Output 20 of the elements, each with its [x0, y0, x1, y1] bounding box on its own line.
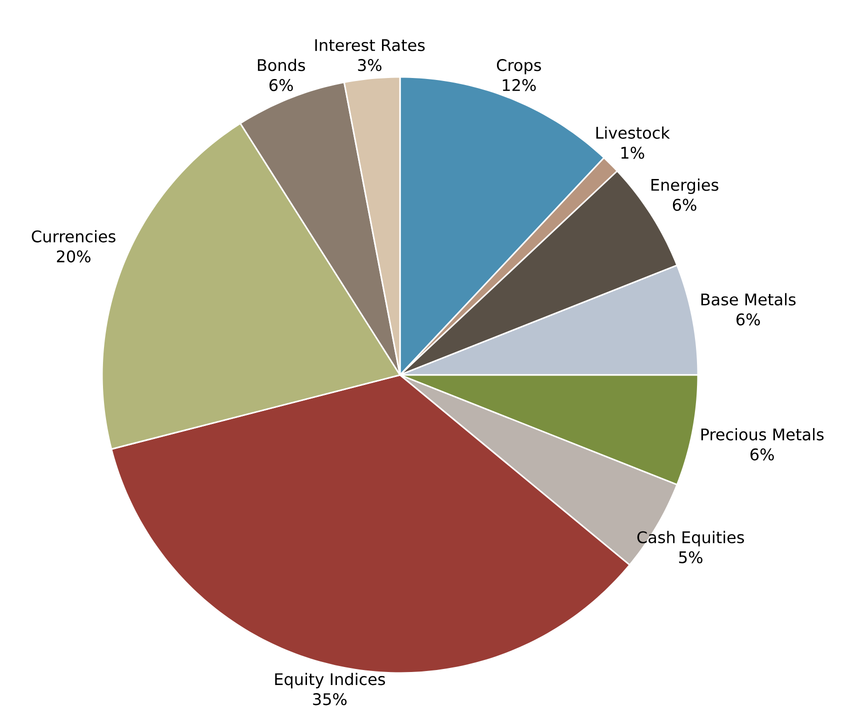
- data-label: 3%: [358, 59, 382, 72]
- slice-label: Energies: [651, 178, 718, 194]
- data-label: 12%: [502, 79, 536, 92]
- data-label: 6%: [269, 79, 293, 92]
- slice-label: Cash Equities: [637, 530, 744, 546]
- slice-label: Crops: [496, 59, 541, 74]
- slice-label: Base Metals: [701, 293, 796, 306]
- data-label: 35%: [313, 693, 347, 706]
- data-label: 5%: [679, 551, 702, 564]
- data-label: 6%: [736, 313, 760, 326]
- data-label: 6%: [672, 198, 696, 211]
- slice-label: Precious Metals: [701, 428, 824, 440]
- slice-label: Currencies: [32, 230, 116, 242]
- slice-label: Livestock: [596, 126, 670, 139]
- slice-label: Equity Indices: [275, 672, 385, 688]
- data-label: 1%: [621, 146, 644, 159]
- slice-label: Interest Rates: [315, 39, 425, 52]
- slice-label: Bonds: [258, 58, 306, 72]
- data-label: 6%: [750, 448, 774, 460]
- data-label: 20%: [56, 250, 90, 262]
